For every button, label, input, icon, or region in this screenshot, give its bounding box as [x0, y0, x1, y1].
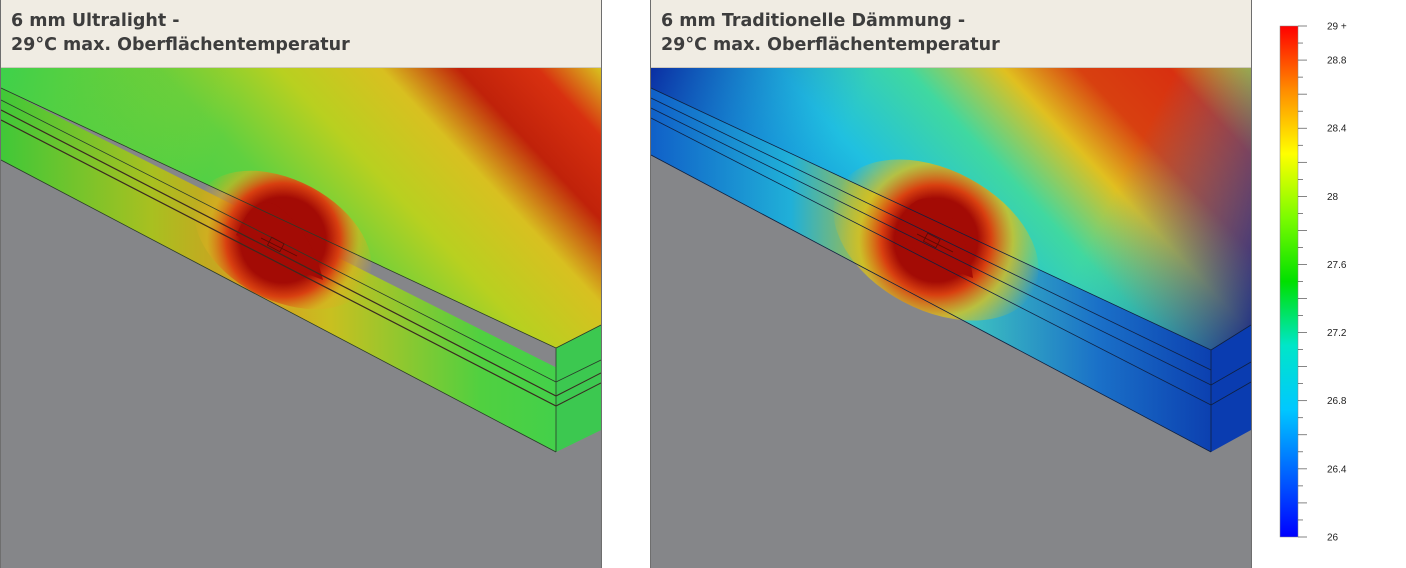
panel-title-line2: 29°C max. Oberflächentemperatur	[661, 35, 1000, 55]
legend-color-bar	[1279, 25, 1299, 538]
legend-tick-label: 28.4	[1327, 124, 1347, 135]
legend-tick-label: 26	[1327, 533, 1339, 544]
legend-tick-label: 27.6	[1327, 260, 1347, 271]
panel-title-line2: 29°C max. Oberflächentemperatur	[11, 35, 350, 55]
temperature-scale: 29 + 28.8 28.4 28 27.6 27.2 26.8 26.4 26	[1279, 22, 1347, 544]
legend-tick-label: 28.8	[1327, 56, 1347, 67]
temperature-legend: 29 + 28.8 28.4 28 27.6 27.2 26.8 26.4 26	[1255, 0, 1406, 568]
legend-tick-label: 27.2	[1327, 328, 1347, 339]
legend-tick-label: 28	[1327, 192, 1339, 203]
legend-tick-label: 26.8	[1327, 396, 1347, 407]
panel-title-box: 6 mm Traditionelle Dämmung - 29°C max. O…	[651, 0, 1251, 68]
traditional-insulation-simulation-panel: 6 mm Traditionelle Dämmung - 29°C max. O…	[650, 0, 1252, 568]
ultralight-simulation-panel: 6 mm Ultralight - 29°C max. Oberflächent…	[0, 0, 602, 568]
legend-tick-label: 26.4	[1327, 464, 1347, 475]
panel-title-line1: 6 mm Traditionelle Dämmung -	[661, 11, 966, 31]
panel-title-box: 6 mm Ultralight - 29°C max. Oberflächent…	[1, 0, 601, 68]
ultralight-thermal-render	[1, 0, 601, 568]
traditional-thermal-render	[651, 0, 1251, 568]
legend-tick-label: 29 +	[1327, 22, 1347, 33]
panel-title-line1: 6 mm Ultralight -	[11, 11, 180, 31]
